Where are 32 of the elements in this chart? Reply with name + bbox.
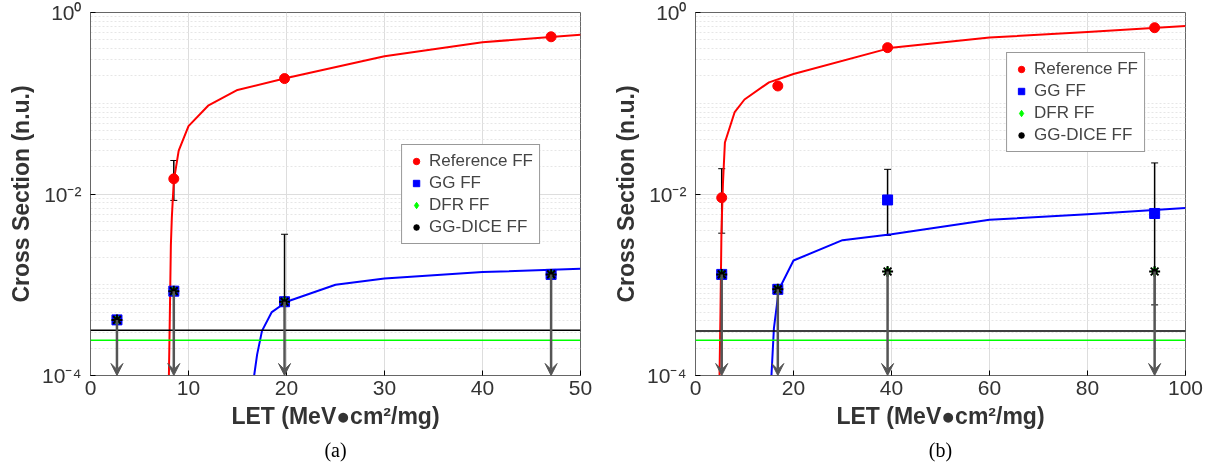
legend-label: Reference FF xyxy=(429,150,533,171)
legend-label: DFR FF xyxy=(1034,103,1095,123)
legend-label: GG-DICE FF xyxy=(1034,125,1133,145)
legend-label: DFR FF xyxy=(429,194,490,215)
x-tick-label: 0 xyxy=(84,375,97,399)
x-tick-label: 10 xyxy=(176,375,201,399)
x-tick-label: 40 xyxy=(470,375,495,399)
x-tick-label: 60 xyxy=(977,375,1002,399)
x-tick-label: 100 xyxy=(1167,375,1204,399)
x-tick-label: 50 xyxy=(568,375,593,399)
y-tick-label: 10⁰ xyxy=(656,1,687,24)
x-tick-label: 0 xyxy=(689,375,702,399)
y-axis-title: Cross Section (n.u.) xyxy=(613,85,640,303)
x-tick-label: 40 xyxy=(879,375,904,399)
y-axis-title: Cross Section (n.u.) xyxy=(8,85,35,303)
y-tick-label: 10⁻⁴ xyxy=(647,364,687,387)
y-tick-label: 10⁰ xyxy=(51,1,82,24)
x-tick-label: 30 xyxy=(372,375,397,399)
y-tick-label: 10⁻² xyxy=(649,182,687,206)
x-axis-title: LET (MeV●cm²/mg) xyxy=(836,402,1045,429)
x-tick-label: 20 xyxy=(274,375,299,399)
legend-label: GG-DICE FF xyxy=(429,216,528,237)
text: (b) xyxy=(928,438,953,462)
y-tick-label: 10⁻⁴ xyxy=(42,364,82,387)
x-tick-label: 80 xyxy=(1075,375,1100,399)
x-axis-title: LET (MeV●cm²/mg) xyxy=(231,402,440,429)
legend-label: GG FF xyxy=(429,172,482,193)
text: (a) xyxy=(324,438,347,462)
legend-label: Reference FF xyxy=(1034,59,1138,79)
x-tick-label: 20 xyxy=(781,375,806,399)
y-tick-label: 10⁻² xyxy=(44,182,82,206)
legend-label: GG FF xyxy=(1034,81,1087,101)
